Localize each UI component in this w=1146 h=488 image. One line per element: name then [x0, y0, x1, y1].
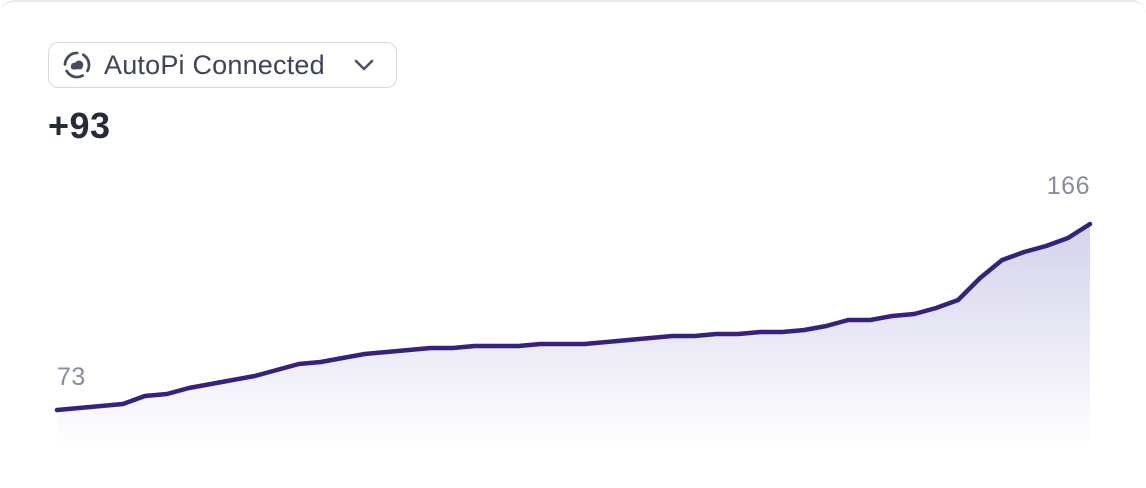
metric-selector-dropdown[interactable]: AutoPi Connected: [48, 42, 397, 88]
autopi-cloud-circle-icon: [62, 50, 92, 80]
start-value-label: 73: [57, 363, 86, 391]
metric-selector-label: AutoPi Connected: [104, 49, 325, 80]
chevron-down-icon: [352, 58, 376, 72]
chart-area: [57, 224, 1090, 448]
delta-value: +93: [48, 105, 111, 146]
end-value-label: 166: [1046, 172, 1090, 200]
chart-line: [54, 221, 1093, 413]
